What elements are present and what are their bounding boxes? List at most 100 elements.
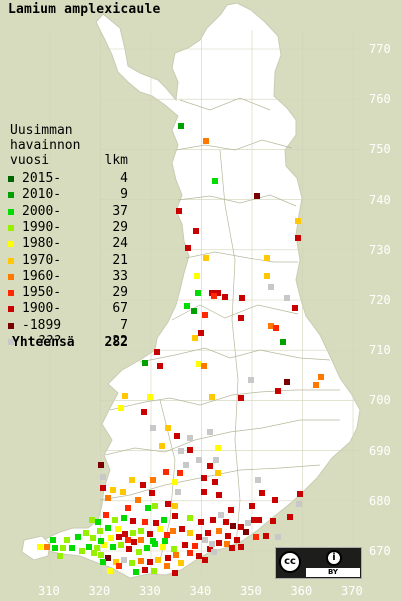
- observation-square: [238, 544, 244, 550]
- observation-square: [138, 528, 144, 534]
- y-grid-label: 720: [369, 293, 391, 307]
- observation-square: [185, 245, 191, 251]
- observation-square: [253, 534, 259, 540]
- y-grid-label: 670: [369, 544, 391, 558]
- observation-square: [176, 208, 182, 214]
- legend-row: ??? 22: [8, 334, 128, 349]
- legend-period-label: 1960-: [22, 268, 62, 284]
- observation-square: [270, 518, 276, 524]
- observation-square: [230, 523, 236, 529]
- observation-square: [125, 505, 131, 511]
- legend-period-label: 1970-: [22, 252, 62, 268]
- observation-square: [175, 489, 181, 495]
- observation-square: [64, 537, 70, 543]
- legend-col-count: lkm: [104, 153, 128, 168]
- observation-square: [215, 290, 221, 296]
- y-grid-label: 730: [369, 242, 391, 257]
- legend-swatch: [8, 257, 14, 264]
- observation-square: [313, 382, 319, 388]
- observation-square: [98, 552, 104, 558]
- observation-square: [140, 482, 146, 488]
- y-grid-label: 700: [369, 393, 391, 408]
- legend-swatch: [8, 322, 14, 329]
- observation-square: [196, 553, 202, 559]
- y-grid-label: 750: [369, 142, 391, 157]
- observation-square: [105, 525, 111, 531]
- observation-square: [157, 526, 163, 532]
- observation-square: [187, 435, 193, 441]
- observation-square: [100, 559, 106, 565]
- observation-square: [95, 519, 101, 525]
- y-grid-label: 770: [369, 42, 391, 56]
- observation-square: [198, 330, 204, 336]
- observation-square: [239, 295, 245, 301]
- x-grid-label: 310: [38, 584, 60, 598]
- observation-square: [212, 178, 218, 184]
- observation-square: [223, 519, 229, 525]
- observation-square: [196, 534, 202, 540]
- legend-count: 7: [120, 317, 128, 333]
- observation-square: [130, 518, 136, 524]
- observation-square: [142, 360, 148, 366]
- observation-square: [79, 548, 85, 554]
- observation-square: [193, 228, 199, 234]
- species-title: Lamium amplexicaule: [8, 2, 161, 17]
- observation-square: [183, 462, 189, 468]
- observation-square: [255, 477, 261, 483]
- observation-square: [155, 557, 161, 563]
- observation-square: [149, 490, 155, 496]
- observation-square: [178, 123, 184, 129]
- legend-count: 33: [112, 268, 128, 284]
- observation-square: [238, 315, 244, 321]
- cc-by-license-badge[interactable]: cc i BY: [275, 547, 362, 579]
- observation-square: [222, 294, 228, 300]
- y-grid-label: 760: [369, 92, 391, 107]
- observation-square: [187, 530, 193, 536]
- legend-row: 2010- 9: [8, 187, 128, 202]
- observation-square: [131, 539, 137, 545]
- observation-square: [171, 546, 177, 552]
- observation-square: [295, 218, 301, 224]
- observation-square: [129, 560, 135, 566]
- observation-square: [157, 363, 163, 369]
- legend-row: 2015- 4: [8, 171, 128, 186]
- observation-square: [194, 273, 200, 279]
- legend-column-header: vuosi lkm: [10, 153, 128, 168]
- observation-square: [142, 519, 148, 525]
- observation-square: [284, 295, 290, 301]
- observation-square: [238, 524, 244, 530]
- observation-square: [195, 290, 201, 296]
- observation-square: [165, 425, 171, 431]
- observation-square: [152, 503, 158, 509]
- legend-count: 21: [112, 252, 128, 268]
- observation-square: [107, 568, 113, 574]
- observation-square: [184, 303, 190, 309]
- observation-square: [121, 515, 127, 521]
- observation-square: [60, 545, 66, 551]
- observation-square: [165, 555, 171, 561]
- observation-square: [203, 255, 209, 261]
- observation-square: [256, 517, 262, 523]
- x-grid-label: 340: [189, 584, 212, 598]
- observation-square: [110, 544, 116, 550]
- legend-period-label: 2015-: [22, 171, 62, 186]
- observation-square: [215, 445, 221, 451]
- observation-square: [165, 501, 171, 507]
- observation-square: [138, 558, 144, 564]
- observation-square: [147, 531, 153, 537]
- observation-square: [86, 544, 92, 550]
- observation-square: [44, 544, 50, 550]
- legend-count: 37: [112, 203, 128, 219]
- legend-period-label: 2000-: [22, 203, 62, 219]
- observation-square: [130, 530, 136, 536]
- attribution-icon: i: [326, 550, 342, 566]
- legend-row: 1960- 33: [8, 269, 128, 284]
- observation-square: [216, 540, 222, 546]
- aland-islands: [21, 535, 51, 561]
- observation-square: [144, 545, 150, 551]
- legend-heading-line2: havainnon: [10, 138, 81, 153]
- observation-square: [90, 535, 96, 541]
- observation-square: [210, 517, 216, 523]
- legend-row: 1980- 24: [8, 236, 128, 251]
- observation-square: [238, 395, 244, 401]
